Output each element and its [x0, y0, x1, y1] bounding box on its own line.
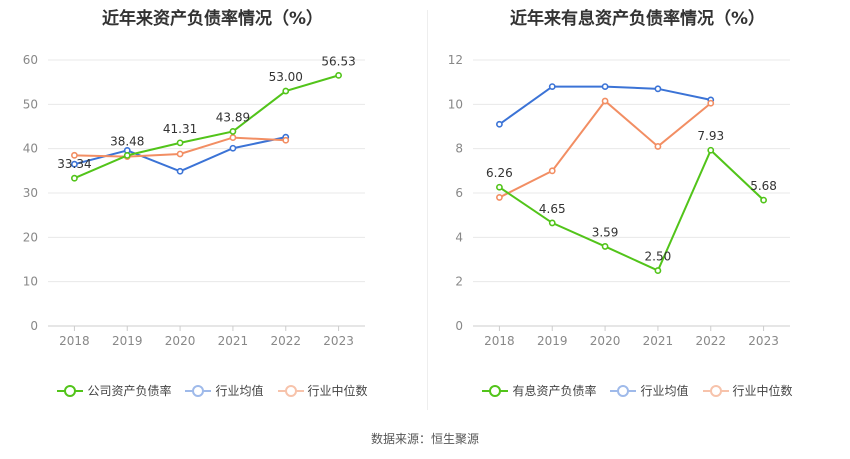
data-label: 41.31	[163, 122, 197, 136]
legend-swatch-icon	[185, 384, 212, 398]
legend-swatch-icon	[482, 384, 509, 398]
y-tick-label: 10	[448, 97, 463, 111]
y-tick-label: 6	[455, 186, 463, 200]
data-label: 2.50	[645, 250, 672, 264]
data-point	[282, 136, 290, 144]
y-tick-label: 60	[23, 53, 38, 67]
y-tick-label: 2	[455, 275, 463, 289]
data-point	[496, 120, 503, 128]
legend: 有息资产负债率 行业均值 行业中位数	[425, 382, 850, 399]
legend-item-industry-median[interactable]: 行业中位数	[277, 382, 368, 399]
y-tick-label: 30	[23, 186, 38, 200]
data-point	[71, 151, 78, 159]
data-point	[229, 128, 237, 135]
x-tick-label: 2020	[165, 334, 196, 348]
chart-panel-debt-ratio: 近年来资产负债率情况（%） 0 10 20 30 40 50 60 2018 2019 2020 2…	[0, 0, 425, 420]
data-point	[548, 167, 556, 175]
legend-item-company[interactable]: 有息资产负债率	[482, 382, 596, 399]
data-label: 4.65	[539, 202, 566, 216]
legend-label: 行业中位数	[307, 384, 368, 398]
data-label: 3.59	[592, 225, 619, 239]
data-point	[229, 144, 237, 152]
series-line	[74, 74, 339, 180]
legend-swatch-icon	[610, 384, 637, 398]
data-point	[71, 160, 78, 168]
data-label: 6.26	[486, 166, 513, 180]
data-label: 7.93	[697, 129, 724, 143]
data-point	[176, 150, 184, 158]
legend-label: 公司资产负债率	[87, 384, 172, 398]
panel-divider	[427, 10, 428, 410]
data-point	[496, 183, 503, 191]
legend-item-industry-mean[interactable]: 行业均值	[610, 382, 689, 399]
legend: 公司资产负债率 行业均值 行业中位数	[0, 382, 425, 399]
legend-swatch-icon	[277, 384, 304, 398]
data-point	[601, 83, 609, 90]
y-tick-label: 0	[30, 319, 38, 333]
x-tick-label: 2022	[695, 334, 726, 348]
data-point	[176, 139, 184, 147]
x-tick-label: 2020	[590, 334, 621, 348]
chart-panel-interest-debt-ratio: 近年来有息资产负债率情况（%） 0 2 4 6 8 10 12 2018 2019 2020 202…	[425, 0, 850, 420]
data-point	[707, 99, 715, 107]
data-label: 38.48	[110, 134, 144, 148]
y-tick-label: 40	[23, 142, 38, 156]
legend-item-company[interactable]: 公司资产负债率	[57, 382, 171, 399]
data-point	[335, 71, 342, 79]
legend-swatch-icon	[57, 384, 84, 398]
data-point	[654, 85, 662, 93]
legend-item-industry-mean[interactable]: 行业均值	[185, 382, 264, 399]
data-point	[229, 134, 237, 141]
data-point	[123, 152, 131, 159]
y-tick-label: 0	[455, 319, 463, 333]
legend-swatch-icon	[702, 384, 729, 398]
data-label: 43.89	[216, 110, 250, 124]
data-point	[654, 143, 662, 150]
x-tick-label: 2021	[643, 334, 674, 348]
y-tick-label: 10	[23, 275, 38, 289]
series-line	[498, 148, 765, 272]
data-label: 33.34	[57, 157, 91, 171]
y-tick-label: 8	[455, 142, 463, 156]
source-note: 数据来源：恒生聚源	[370, 432, 479, 446]
data-point	[760, 196, 767, 204]
x-tick-label: 2023	[748, 334, 779, 348]
data-label: 5.68	[750, 179, 777, 193]
data-point	[601, 243, 609, 250]
x-tick-label: 2023	[323, 334, 354, 348]
data-point	[548, 219, 556, 227]
y-tick-label: 12	[448, 53, 463, 67]
legend-item-industry-median[interactable]: 行业中位数	[702, 382, 793, 399]
data-point	[654, 267, 662, 274]
data-point	[496, 194, 503, 201]
x-tick-label: 2021	[218, 334, 249, 348]
data-point	[707, 146, 715, 154]
chart-title: 近年来有息资产负债率情况（%）	[509, 9, 766, 29]
data-point	[601, 97, 609, 105]
legend-label: 行业均值	[215, 384, 264, 398]
series-line	[498, 85, 711, 126]
y-tick-label: 4	[455, 230, 463, 244]
x-tick-label: 2019	[537, 334, 568, 348]
y-tick-label: 20	[23, 230, 38, 244]
data-label: 56.53	[321, 54, 355, 68]
data-label: 53.00	[269, 70, 303, 84]
x-tick-label: 2022	[270, 334, 301, 348]
x-tick-label: 2018	[59, 334, 90, 348]
data-point	[71, 174, 78, 182]
line-chart-interest-debt-ratio: 0 2 4 6 8 10 12 2018 2019 2020 2021 2022 2023 6.26 4.6…	[448, 53, 790, 348]
legend-label: 有息资产负债率	[512, 384, 597, 398]
x-tick-label: 2019	[112, 334, 143, 348]
x-tick-label: 2018	[484, 334, 515, 348]
series-line	[498, 99, 712, 199]
data-point	[548, 83, 556, 90]
legend-label: 行业中位数	[732, 384, 793, 398]
legend-label: 行业均值	[640, 384, 689, 398]
chart-title: 近年来资产负债率情况（%）	[101, 9, 324, 29]
y-tick-label: 50	[23, 97, 38, 111]
data-point	[282, 87, 290, 95]
line-chart-debt-ratio: 0 10 20 30 40 50 60 2018 2019 2020 2021 2022 2023 33.…	[23, 53, 365, 348]
data-point	[176, 167, 184, 175]
